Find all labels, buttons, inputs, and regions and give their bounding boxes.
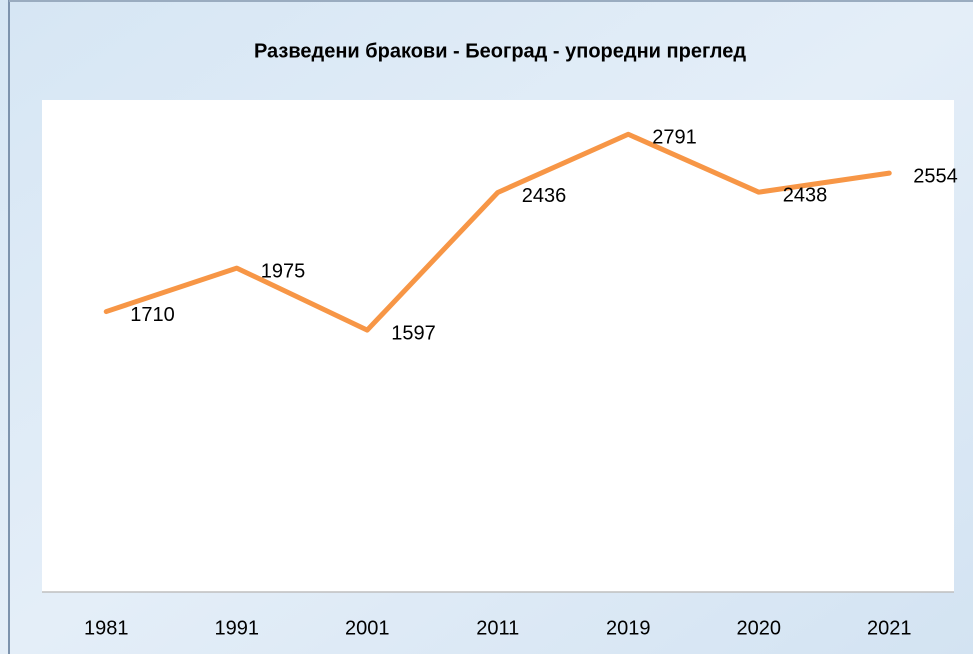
- x-tick-label: 2019: [606, 617, 651, 639]
- x-tick-label: 2011: [476, 617, 519, 639]
- x-tick-label: 2020: [737, 617, 782, 639]
- data-label: 1975: [261, 260, 306, 282]
- x-tick-label: 2021: [867, 617, 912, 639]
- data-label: 2554: [913, 165, 958, 187]
- data-label: 1597: [391, 322, 436, 344]
- chart-title: Разведени бракови - Београд - упоредни п…: [254, 40, 746, 62]
- x-tick-label: 1981: [84, 617, 129, 639]
- line-series: [103, 131, 892, 333]
- x-tick-label: 1991: [215, 617, 260, 639]
- data-label: 2438: [783, 184, 828, 206]
- data-label: 1710: [130, 304, 175, 326]
- x-tick-label: 2001: [345, 617, 390, 639]
- data-label: 2791: [652, 127, 697, 149]
- data-label: 2436: [522, 185, 567, 207]
- plot-area: [42, 100, 954, 592]
